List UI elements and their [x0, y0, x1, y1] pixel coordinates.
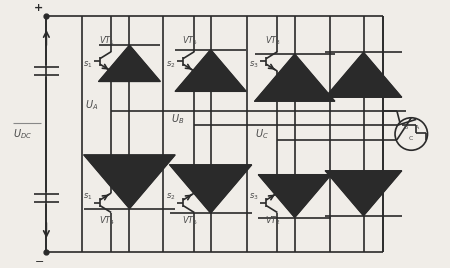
Text: $VT_3$: $VT_3$: [265, 35, 281, 47]
Polygon shape: [255, 54, 335, 101]
Polygon shape: [325, 171, 402, 216]
Text: C: C: [409, 136, 414, 141]
Text: $s_3$: $s_3$: [249, 192, 259, 202]
Polygon shape: [84, 155, 175, 209]
Text: A: A: [415, 125, 419, 130]
Text: $VT_1$: $VT_1$: [99, 35, 115, 47]
Text: $VT_6$: $VT_6$: [182, 215, 198, 227]
Text: $s_2$: $s_2$: [166, 192, 176, 202]
Polygon shape: [325, 52, 402, 97]
Text: $s_3$: $s_3$: [249, 59, 259, 70]
Text: +: +: [34, 3, 43, 13]
Text: $s_1$: $s_1$: [83, 59, 92, 70]
Text: $VT_2$: $VT_2$: [265, 215, 281, 227]
Text: $U_C$: $U_C$: [255, 127, 269, 141]
Text: $VT_4$: $VT_4$: [99, 215, 115, 227]
Text: $U_A$: $U_A$: [85, 98, 98, 112]
Text: $U_B$: $U_B$: [171, 113, 184, 126]
Polygon shape: [170, 165, 252, 213]
Polygon shape: [99, 45, 160, 81]
Text: $U_{DC}$: $U_{DC}$: [13, 127, 32, 141]
Polygon shape: [175, 50, 246, 91]
Text: $-$: $-$: [34, 255, 44, 265]
Text: B: B: [403, 125, 408, 130]
Text: $VT_5$: $VT_5$: [182, 35, 198, 47]
Polygon shape: [258, 175, 331, 218]
Text: $s_2$: $s_2$: [166, 59, 176, 70]
Text: $s_1$: $s_1$: [83, 192, 92, 202]
